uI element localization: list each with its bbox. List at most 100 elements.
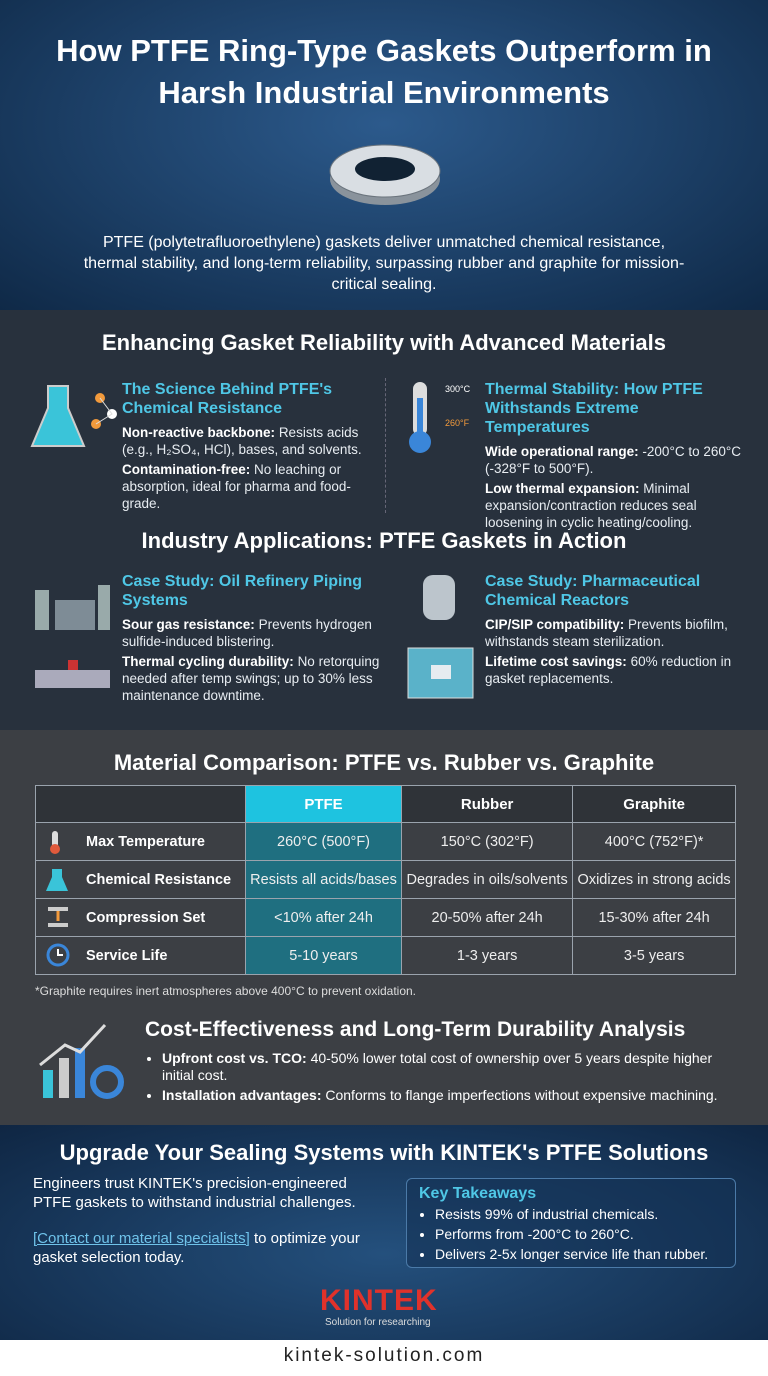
header-cell: Graphite [572,785,736,823]
footnote: *Graphite requires inert atmospheres abo… [35,984,417,998]
point: CIP/SIP compatibility: Prevents biofilm,… [485,616,745,650]
card: The Science Behind PTFE's Chemical Resis… [122,380,380,515]
takeaways-list: Resists 99% of industrial chemicals. Perf… [419,1206,723,1263]
header-cell: PTFE [244,785,403,823]
icon-label: 260°F [445,418,470,428]
flask-icon [30,385,117,447]
point-label: Installation advantages: [162,1087,322,1103]
refinery-icon [35,585,110,688]
card-title: Thermal Stability: How PTFE Withstands E… [485,381,703,436]
point-label: Non-reactive backbone: [122,425,276,440]
table-row: Service Life 5-10 years 1-3 years 3-5 years [35,936,736,975]
point-label: Low thermal expansion: [485,481,640,496]
row-label: Chemical Resistance [35,860,246,899]
point-label: Contamination-free: [122,462,251,477]
card-title: Case Study: Oil Refinery Piping Systems [122,573,363,609]
point-label: CIP/SIP compatibility: [485,617,625,632]
gasket-icon [329,144,441,205]
point-text: -200°C to 260°C (-328°F to 500°F). [485,444,742,476]
reactor-icon [407,575,474,699]
divider [385,378,386,513]
point-text: No retorquing needed after temp swings; … [122,654,380,703]
point-text: Resists acids (e.g., H₂SO₄, HCl), bases,… [122,425,362,457]
point-text: Minimal expansion/contraction reduces se… [485,481,697,530]
chart-icon [39,1023,124,1099]
point-text: 60% reduction in gasket replacements. [485,654,732,686]
row-label-text: Chemical Resistance [86,871,232,888]
header-cell: Rubber [401,785,574,823]
point-text: Conforms to flange imperfections without… [325,1087,718,1103]
cell: 150°C (302°F) [401,822,574,861]
cell: 5-10 years [244,936,403,975]
table-row: Max Temperature 260°C (500°F) 150°C (302°F… [35,822,736,861]
point-label: Wide operational range: [485,444,639,459]
row-label-text: Service Life [86,947,168,964]
row-label: Max Temperature [35,822,246,861]
cost-list: Upfront cost vs. TCO: 40-50% lower total… [146,1050,746,1107]
takeaway: Resists 99% of industrial chemicals. [435,1206,723,1223]
row-icon [46,869,68,891]
features-bg [0,310,768,730]
intro: PTFE (polytetrafluoroethylene) gaskets d… [83,234,685,293]
cell: 260°C (500°F) [244,822,403,861]
section-heading: Industry Applications: PTFE Gaskets in A… [141,528,627,553]
point: Sour gas resistance: Prevents hydrogen s… [122,616,380,650]
takeaway: Delivers 2-5x longer service life than r… [435,1246,723,1263]
card: Thermal Stability: How PTFE Withstands E… [485,380,745,534]
cell: Resists all acids/bases [244,860,403,899]
takeaway: Performs from -200°C to 260°C. [435,1226,723,1243]
logo-tagline: Solution for researching [325,1317,431,1328]
header-cell [35,785,246,823]
cell: 15-30% after 24h [572,898,736,937]
point: Thermal cycling durability: No retorquin… [122,653,380,704]
footer-bg [0,1340,768,1376]
card: Case Study: Oil Refinery Piping Systems S… [122,572,380,707]
row-label: Compression Set [35,898,246,937]
cell: Degrades in oils/solvents [401,860,574,899]
point: Upfront cost vs. TCO: 40-50% lower total… [162,1050,746,1084]
point-text: 40-50% lower total cost of ownership ove… [162,1050,713,1083]
card: Case Study: Pharmaceutical Chemical Reac… [485,572,745,690]
cell: Oxidizes in strong acids [572,860,736,899]
cell: 20-50% after 24h [401,898,574,937]
takeaways-title: Key Takeaways [419,1185,537,1202]
cell: 400°C (752°F)* [572,822,736,861]
table-row: Chemical Resistance Resists all acids/bas… [35,860,736,899]
point: Wide operational range: -200°C to 260°C … [485,443,745,477]
logo: KINTEK [320,1284,438,1317]
row-icon [48,907,68,927]
point-label: Lifetime cost savings: [485,654,627,669]
point: Non-reactive backbone: Resists acids (e.… [122,424,380,458]
point-text: Prevents hydrogen sulfide-induced bliste… [122,617,372,649]
contact-link[interactable]: [Contact our material specialists] [33,1230,250,1247]
cell: <10% after 24h [244,898,403,937]
point: Low thermal expansion: Minimal expansion… [485,480,745,531]
cta-body: Engineers trust KINTEK's precision-engin… [33,1175,356,1211]
icon-label: 300°C [445,384,471,394]
takeaways-box: Key Takeaways Resists 99% of industrial … [406,1178,736,1268]
cell: 1-3 years [401,936,574,975]
point: Installation advantages: Conforms to fla… [162,1087,746,1104]
section-heading: Material Comparison: PTFE vs. Rubber vs.… [113,750,655,775]
row-label-text: Max Temperature [86,833,205,850]
row-label: Service Life [35,936,246,975]
point: Lifetime cost savings: 60% reduction in … [485,653,745,687]
row-label-text: Compression Set [86,909,206,926]
point-label: Upfront cost vs. TCO: [162,1050,307,1066]
thermometer-icon: 300°C 260°F [409,382,471,453]
point-text: No leaching or absorption, ideal for pha… [122,462,351,511]
cta-contact: [Contact our material specialists] to op… [33,1229,378,1267]
point-label: Thermal cycling durability: [122,654,294,669]
row-icon [46,943,70,967]
comparison-table: PTFE Rubber Graphite Max Temperature 260°C (… [35,785,736,975]
title: How PTFE Ring-Type Gaskets Outperform in… [56,33,712,110]
card-title: Case Study: Pharmaceutical Chemical Reac… [485,573,701,609]
card-title: The Science Behind PTFE's Chemical Resis… [122,381,333,417]
point-text: Prevents biofilm, withstands steam steri… [485,617,728,649]
header-row: PTFE Rubber Graphite [35,785,736,823]
table-row: Compression Set <10% after 24h 20-50% afte… [35,898,736,937]
section-heading: Cost-Effectiveness and Long-Term Durabil… [145,1018,686,1041]
cell: 3-5 years [572,936,736,975]
